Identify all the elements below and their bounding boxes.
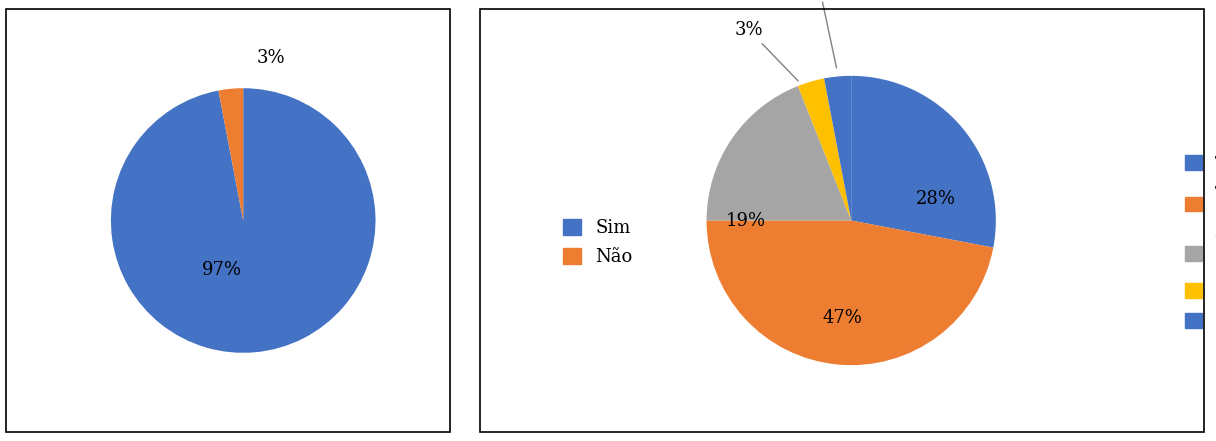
Text: 19%: 19% bbox=[725, 212, 765, 229]
Wedge shape bbox=[706, 86, 851, 220]
Text: 3%: 3% bbox=[805, 0, 837, 68]
Text: 28%: 28% bbox=[916, 191, 956, 208]
Text: 3%: 3% bbox=[257, 49, 286, 67]
Wedge shape bbox=[706, 220, 993, 365]
Wedge shape bbox=[111, 88, 376, 353]
Text: 3%: 3% bbox=[734, 21, 798, 81]
Legend: Sim, Não: Sim, Não bbox=[556, 212, 640, 273]
Wedge shape bbox=[798, 78, 851, 220]
Wedge shape bbox=[851, 76, 996, 247]
Text: 47%: 47% bbox=[822, 309, 862, 326]
Wedge shape bbox=[824, 76, 851, 220]
Wedge shape bbox=[219, 88, 243, 220]
Text: 97%: 97% bbox=[202, 261, 242, 279]
Legend: Todos os dias, Três a cinco dias por
semana, Uma a duas vezes por
semana, A cada: Todos os dias, Três a cinco dias por sem… bbox=[1178, 148, 1216, 337]
